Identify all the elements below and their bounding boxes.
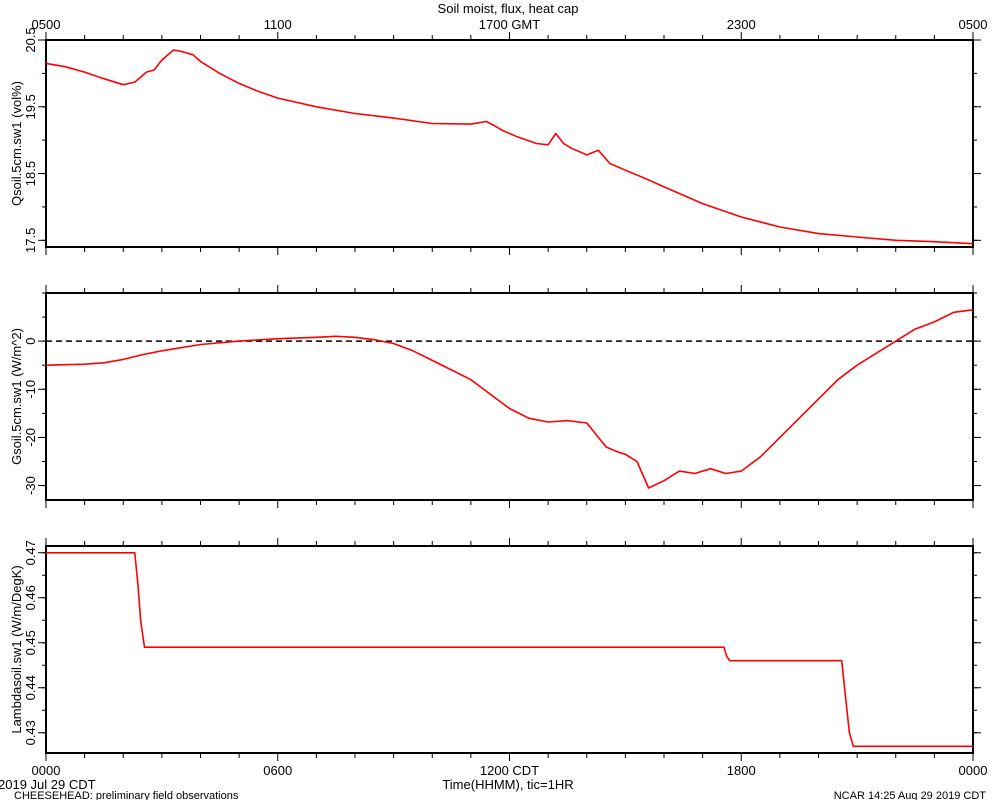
plot-frame bbox=[45, 292, 974, 501]
y-tick-label: 0 bbox=[23, 338, 38, 345]
chart-title: Soil moist, flux, heat cap bbox=[438, 1, 579, 16]
y-axis-label: Lambdasoil.sw1 (W/m/DegK) bbox=[9, 565, 24, 733]
series-line bbox=[46, 551, 973, 748]
y-tick-label: 0.46 bbox=[23, 585, 38, 610]
y-tick-label: 17.5 bbox=[23, 228, 38, 253]
bottom-tick-label: 0600 bbox=[263, 763, 292, 778]
series-line bbox=[45, 49, 974, 245]
top-axis-labels: 0500 1100 1700 GMT 2300 0500 bbox=[32, 17, 988, 32]
x-axis-label: Time(HHMM), tic=1HR bbox=[442, 777, 573, 792]
y-tick-label: 20.5 bbox=[23, 27, 38, 52]
footer-left-text: CHEESEHEAD: preliminary field observatio… bbox=[14, 790, 239, 800]
y-tick-label: 0.45 bbox=[23, 630, 38, 655]
footer-right-text: NCAR 14:25 Aug 29 2019 CDT bbox=[834, 790, 987, 800]
y-tick-label: 0.43 bbox=[23, 720, 38, 745]
y-tick-label: -20 bbox=[23, 428, 38, 447]
top-tick-label: 0500 bbox=[32, 17, 61, 32]
bottom-tick-label: 0000 bbox=[959, 763, 988, 778]
y-tick-label: 0.47 bbox=[23, 540, 38, 565]
date-label: 2019 Jul 29 CDT bbox=[0, 777, 96, 792]
bottom-tick-label: 1200 CDT bbox=[480, 763, 539, 778]
plot-frame bbox=[45, 545, 974, 754]
y-axis-label: Gsoil.5cm.sw1 (W/m^2) bbox=[9, 328, 24, 465]
top-tick-label: 1700 GMT bbox=[479, 17, 540, 32]
y-tick-label: -10 bbox=[23, 380, 38, 399]
top-tick-label: 1100 bbox=[264, 17, 292, 32]
bottom-tick-label: 1800 bbox=[727, 763, 756, 778]
series-line bbox=[45, 309, 974, 489]
y-axis-label: Qsoil.5cm.sw1 (vol%) bbox=[9, 81, 24, 206]
top-tick-label: 2300 bbox=[727, 17, 756, 32]
y-tick-label: 19.5 bbox=[23, 94, 38, 119]
y-tick-label: 0.44 bbox=[23, 675, 38, 700]
top-tick-label: 0500 bbox=[959, 17, 988, 32]
bottom-tick-label: 0000 bbox=[32, 763, 61, 778]
bottom-axis-labels: 0000 0600 1200 CDT 1800 0000 bbox=[32, 763, 988, 778]
y-tick-label: 18.5 bbox=[23, 161, 38, 186]
y-tick-label: -30 bbox=[23, 476, 38, 495]
plot-frame bbox=[45, 39, 974, 248]
panel-1: 17.5 18.5 19.5 20.5 Qsoil.5cm.sw1 (vol%) bbox=[9, 27, 981, 255]
